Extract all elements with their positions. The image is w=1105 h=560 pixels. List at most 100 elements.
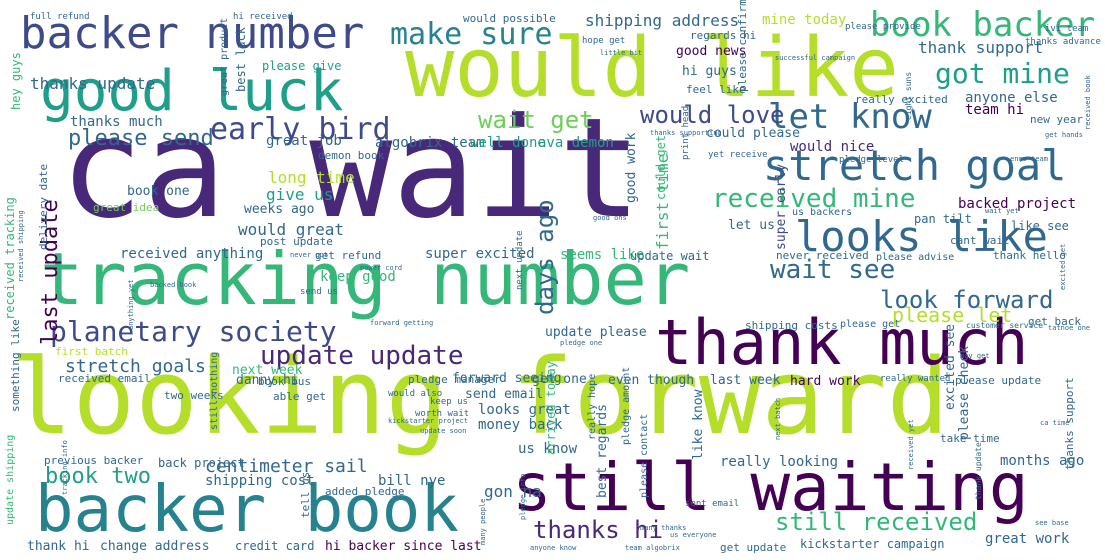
word-tracking-number: tracking number	[40, 237, 691, 321]
word-would-love: would love	[640, 101, 785, 129]
word-shipping-address: shipping address	[585, 11, 740, 30]
word-received-yet: received yet	[907, 419, 915, 470]
word-early-bird: early bird	[210, 112, 391, 147]
word-pledge-info: pledge info	[519, 473, 527, 520]
word-thanks-hi: thanks hi	[533, 516, 664, 544]
word-please-provide: please provide	[845, 22, 921, 32]
word-update-soon: update soon	[420, 427, 467, 435]
word-thanks-support: thanks support	[1063, 377, 1076, 470]
word-would-also: would also	[388, 389, 443, 399]
word-planetary-society: planetary society	[50, 315, 337, 348]
word-take-time: take time	[940, 432, 1000, 445]
word-feel-like: feel like	[686, 83, 746, 96]
word-keep-us: keep us	[430, 397, 468, 407]
word-wait-yet: wait yet	[985, 207, 1019, 215]
word-us-everyone: us everyone	[670, 531, 717, 539]
word-hi-backer-since-last: hi backer since last	[325, 539, 482, 554]
word-please-check: please check	[957, 346, 972, 440]
word-let-know: let know	[768, 97, 932, 137]
word-kickstarter-project: kickstarter project	[388, 417, 469, 425]
word-hard-work: hard work	[790, 374, 861, 389]
word-would-nice: would nice	[790, 139, 875, 155]
word-gon-na: gon na	[484, 482, 542, 501]
word-even-though: even though	[608, 373, 695, 388]
word-customer-text: still nothing	[209, 351, 220, 430]
word-weeks-ago: weeks ago	[244, 202, 315, 217]
word-tracking-info: tracking info	[61, 440, 69, 495]
word-bill-nye: bill nye	[378, 473, 446, 489]
word-thanks-advance: thanks advance	[1025, 37, 1101, 47]
word-please-send: please send	[68, 126, 214, 151]
word-really-excited: really excited	[855, 93, 948, 106]
word-centimeter-sail: centimeter sail	[205, 456, 368, 477]
word-get-refund: get refund	[315, 249, 382, 262]
word-look-forward: look forward	[880, 286, 1054, 314]
word-book-one: book one	[127, 184, 190, 199]
word-update-please: update please	[545, 325, 647, 340]
word-post-update: post update	[260, 235, 333, 248]
word-hey-guys: hey guys	[9, 52, 23, 110]
word-super-early: super early	[774, 163, 789, 250]
word-please-confirm: please confirm	[736, 0, 749, 92]
word-shipping-cost: shipping cost	[205, 473, 315, 489]
word-make-sure: make sure	[390, 17, 553, 52]
word-well-done: well done	[470, 135, 546, 151]
word-next-update: next update	[515, 230, 525, 290]
word-please-contact: please contact	[639, 413, 650, 498]
word-full-refund: full refund	[30, 12, 90, 22]
word-best-luck: best luck	[234, 26, 248, 92]
word-something-like: something like	[9, 319, 22, 412]
word-please-update: please update	[955, 374, 1042, 387]
word-super-excited: super excited	[425, 246, 535, 262]
word-good-news: good news	[676, 44, 747, 59]
word-cant-wait: cant wait	[950, 234, 1010, 247]
word-us-backers: us backers	[792, 207, 853, 218]
word-would-great: would great	[238, 220, 344, 239]
word-never-got: never got	[290, 251, 328, 259]
word-still: still waiting	[512, 449, 1029, 526]
word-delivery-date: delivery date	[37, 163, 50, 250]
word-algobrix-team: algobrix team	[375, 135, 485, 151]
word-forward-seeing: forward seeing	[452, 371, 562, 386]
word-stretch-goal: stretch goal	[763, 141, 1067, 190]
word-thank-support: thank support	[918, 38, 1044, 57]
word-get-one: get one	[532, 372, 587, 387]
word-received-anything: received anything	[120, 246, 264, 262]
word-ca-wait: ca wait	[60, 88, 642, 249]
word-send-us: send us	[300, 287, 338, 297]
word-kickstarter-campaign: kickstarter campaign	[800, 537, 945, 551]
word-backer-book: backer book	[35, 473, 459, 547]
word-stretch-goals: stretch goals	[65, 356, 206, 377]
word-thanks-update: thanks update	[30, 74, 156, 93]
word-money-back: money back	[478, 417, 563, 433]
word-book-backer: book backer	[870, 5, 1096, 45]
word-anything-yet: anything yet	[127, 279, 135, 330]
word-yet-receive: yet receive	[708, 150, 768, 160]
word-excited-get: excited get	[1059, 243, 1067, 290]
word-thank-much: thank much	[655, 306, 1029, 379]
word-thank-hello: thank hello	[993, 249, 1066, 262]
word-thanks-much: thanks much	[70, 114, 163, 130]
word-thank-hi: thank hi	[27, 539, 90, 554]
word-regards-hi: regards hi	[690, 29, 757, 42]
word-looks-like: looks like	[795, 212, 1048, 261]
word-days-ago: days ago	[531, 199, 559, 315]
word-hi-received: hi received	[233, 12, 293, 22]
word-new-year: new year	[1030, 113, 1083, 126]
word-would-possible: would possible	[463, 12, 556, 25]
word-back-project: back project	[158, 456, 245, 470]
word-update-shipping: update shipping	[5, 434, 16, 525]
word-tatnoe-one: tatnoe one	[1048, 324, 1091, 332]
word-good-ons: good ons	[593, 214, 627, 222]
word-looks-great: looks great	[478, 402, 571, 418]
word-please-give: please give	[262, 59, 342, 73]
word-pledge-manager: pledge manager	[408, 373, 501, 386]
word-thanks-supporting: thanks supporting	[650, 129, 722, 137]
word-keep-good: keep good	[320, 269, 396, 285]
word-get-back: get back	[1028, 315, 1081, 328]
word-next-batch: next batch	[774, 397, 782, 440]
word-forward-getting: forward getting	[370, 319, 434, 327]
word-pledge-level: pledge level	[839, 155, 905, 165]
word-hi-guys: hi guys	[682, 64, 737, 79]
word-received-tracking: received tracking	[3, 197, 17, 320]
